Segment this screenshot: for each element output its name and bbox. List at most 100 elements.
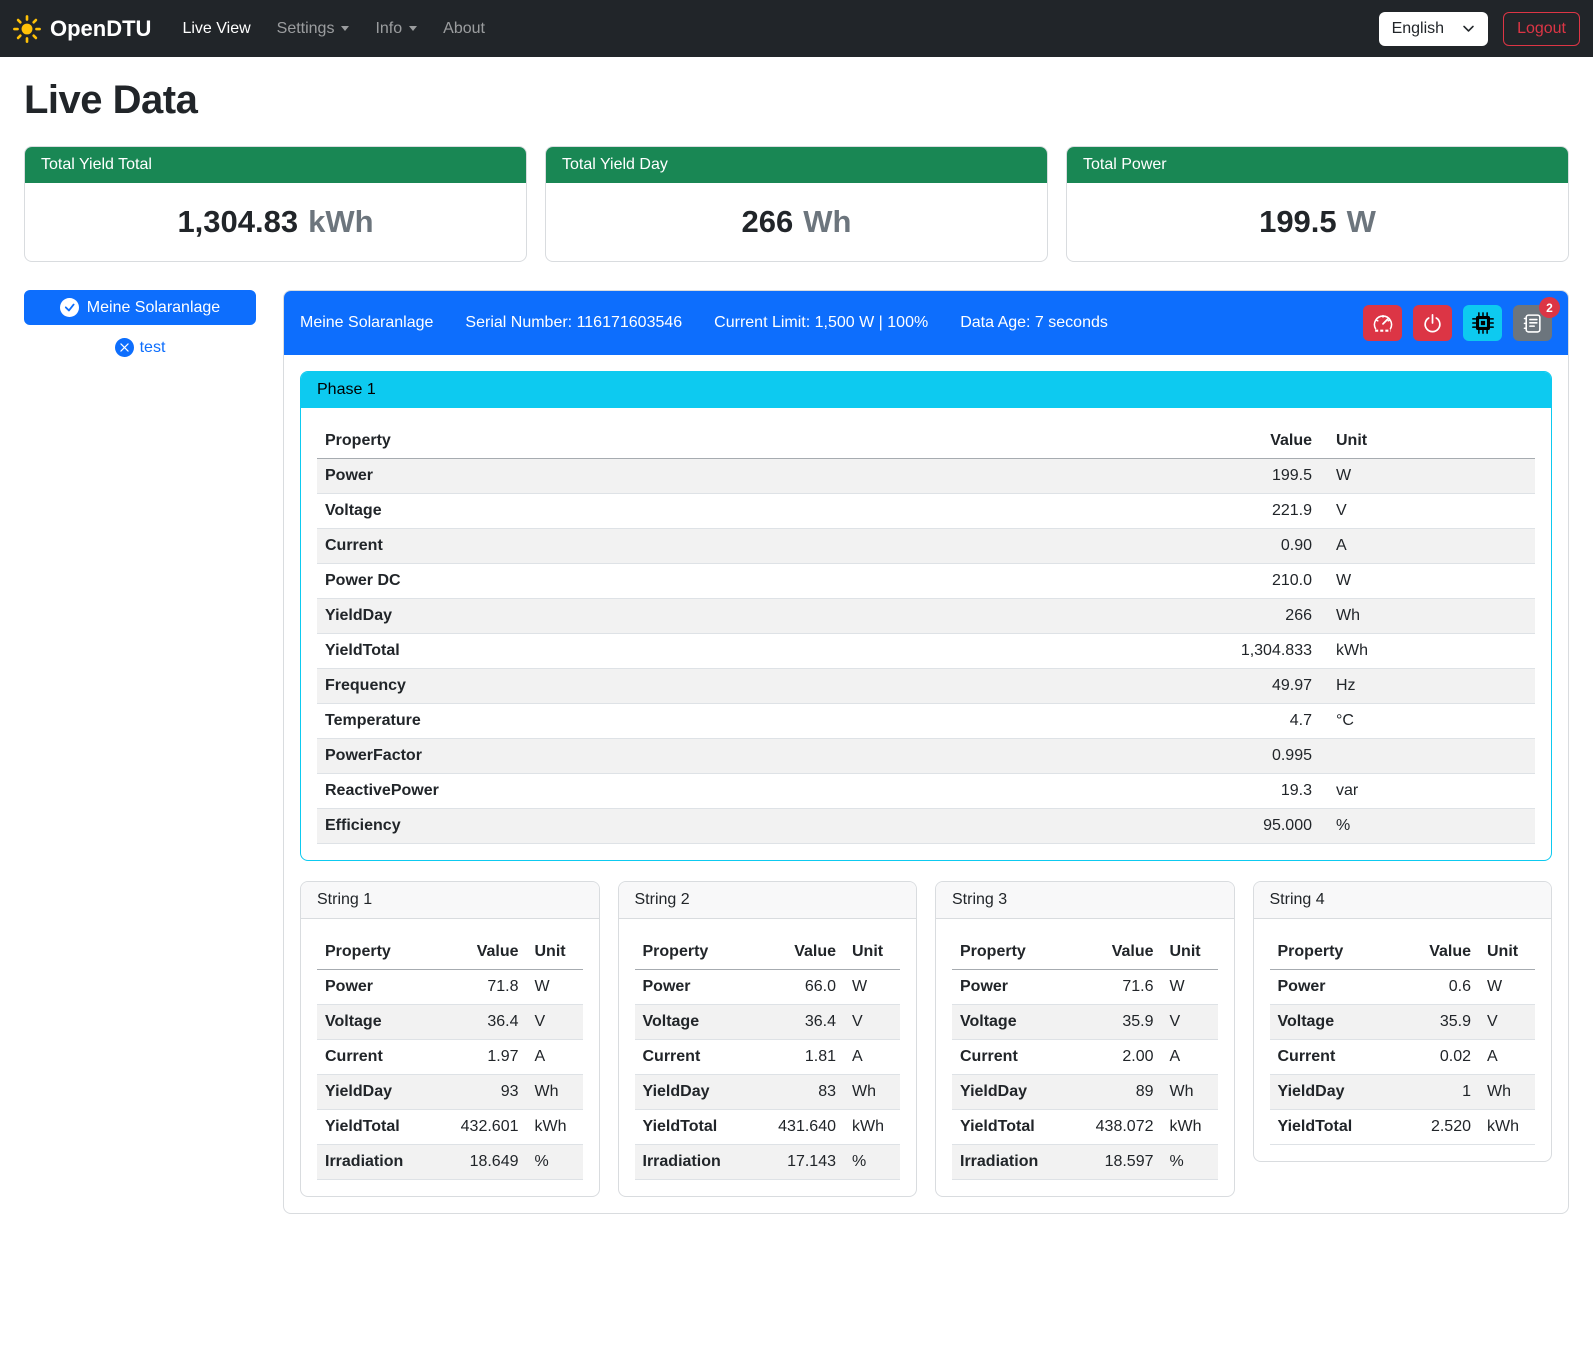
cell-unit xyxy=(1320,738,1535,774)
cell-prop: Voltage xyxy=(1269,1004,1398,1040)
string-body: Property Value Unit Power 71.8 W Voltage 36.… xyxy=(301,919,599,1180)
cell-unit: Hz xyxy=(1320,668,1535,704)
table-row: Efficiency 95.000% xyxy=(317,808,1535,844)
nav-item-about[interactable]: About xyxy=(430,12,498,46)
sidebar-inverter-button[interactable]: Meine Solaranlage xyxy=(24,290,256,325)
string-card: String 4 Property Value Unit Power 0.6 W Vo… xyxy=(1252,881,1552,1162)
sidebar-item-test[interactable]: test xyxy=(24,338,256,357)
cell-unit: W xyxy=(1479,969,1535,1005)
cell-prop: Irradiation xyxy=(952,1144,1070,1180)
table-row: Voltage 36.4 V xyxy=(634,1004,900,1040)
nav-item-live-view[interactable]: Live View xyxy=(169,12,263,46)
cell-unit: Wh xyxy=(526,1074,583,1110)
cell-val: 89 xyxy=(1069,1074,1162,1110)
sidebar: Meine Solaranlage test xyxy=(24,290,256,357)
cell-prop: Voltage xyxy=(317,1004,435,1040)
cell-unit: V xyxy=(1320,493,1535,529)
cell-unit: W xyxy=(1320,563,1535,599)
table-row: Power 71.6 W xyxy=(952,969,1218,1005)
cell-val: 71.8 xyxy=(434,969,527,1005)
cell-unit: A xyxy=(1161,1039,1218,1075)
summary-card-unit: Wh xyxy=(803,204,852,239)
cell-prop: Efficiency xyxy=(317,808,918,844)
inverter-serial: Serial Number: 116171603546 xyxy=(465,314,683,331)
inverter-card-header: Meine Solaranlage Serial Number: 1161716… xyxy=(284,291,1568,355)
cell-prop: YieldDay xyxy=(317,1074,435,1110)
table-row: Power 71.8 W xyxy=(317,969,583,1005)
table-row: Current 2.00 A xyxy=(952,1039,1218,1075)
cell-prop: Current xyxy=(317,528,918,564)
table-row: Current 0.90 A xyxy=(317,528,1535,564)
table-row: Voltage 35.9 V xyxy=(1269,1004,1535,1040)
table-row: YieldDay 266 Wh xyxy=(317,598,1535,634)
cell-val: 199.5 xyxy=(917,458,1320,494)
cell-val: 49.97 xyxy=(917,668,1320,704)
cell-val: 0.90 xyxy=(917,528,1320,564)
string-table: Property Value Unit Power 0.6 W Voltage 35.9… xyxy=(1269,935,1535,1145)
nav-item-label: Info xyxy=(375,19,403,37)
summary-card-body: 266 Wh xyxy=(546,183,1047,261)
cell-prop: Temperature xyxy=(317,703,918,739)
cell-prop: YieldDay xyxy=(634,1074,752,1110)
cell-unit: Wh xyxy=(844,1074,900,1110)
summary-card-body: 199.5 W xyxy=(1067,183,1568,261)
language-select[interactable]: English xyxy=(1378,11,1489,46)
table-header-row: Property Value Unit xyxy=(634,935,900,970)
brand[interactable]: OpenDTU xyxy=(13,14,151,43)
logout-button[interactable]: Logout xyxy=(1503,11,1580,46)
cell-unit: A xyxy=(844,1039,900,1075)
device-info-button[interactable] xyxy=(1463,305,1502,341)
content-row: Meine Solaranlage test Meine Solaranlage… xyxy=(24,290,1569,1214)
summary-cards-row: Total Yield Total 1,304.83 kWh Total Yie… xyxy=(24,146,1569,262)
table-row: Irradiation 18.649% xyxy=(317,1144,583,1180)
cell-unit: kWh xyxy=(526,1109,583,1145)
event-log-button[interactable]: 2 xyxy=(1513,297,1560,341)
cell-val: 93 xyxy=(434,1074,527,1110)
summary-card-value: 266 xyxy=(741,204,794,239)
power-toggle-button[interactable] xyxy=(1413,305,1452,341)
cell-val: 1.97 xyxy=(434,1039,527,1075)
summary-card-unit: kWh xyxy=(308,204,374,239)
cell-val: 18.649 xyxy=(434,1144,527,1180)
nav-item-label: About xyxy=(443,19,485,37)
nav-item-label: Live View xyxy=(182,19,251,37)
cell-unit: W xyxy=(526,969,583,1005)
sidebar-test-label: test xyxy=(139,338,166,356)
cell-unit: Wh xyxy=(1161,1074,1218,1110)
column-header-unit: Unit xyxy=(844,935,900,970)
cell-val: 36.4 xyxy=(434,1004,527,1040)
table-row: Current 0.02 A xyxy=(1269,1039,1535,1075)
nav-item-info[interactable]: Info xyxy=(362,12,430,46)
nav-item-settings[interactable]: Settings xyxy=(264,12,363,46)
cell-prop: PowerFactor xyxy=(317,738,918,774)
table-row: YieldDay 93 Wh xyxy=(317,1074,583,1110)
cell-val: 0.6 xyxy=(1397,969,1479,1005)
limit-settings-button[interactable] xyxy=(1363,305,1402,341)
cell-prop: Power xyxy=(317,969,435,1005)
cell-unit: A xyxy=(526,1039,583,1075)
table-row: YieldTotal 1,304.833 kWh xyxy=(317,633,1535,669)
cell-val: 35.9 xyxy=(1069,1004,1162,1040)
cell-prop: Current xyxy=(317,1039,435,1075)
cell-unit: kWh xyxy=(844,1109,900,1145)
event-count-badge: 2 xyxy=(1539,297,1560,318)
cell-unit: % xyxy=(1320,808,1535,844)
summary-card-title: Total Yield Total xyxy=(25,147,526,183)
cell-unit: kWh xyxy=(1320,633,1535,669)
table-row: YieldTotal 2.520 kWh xyxy=(1269,1109,1535,1145)
string-table-body: Power 66.0 W Voltage 36.4 V Current 1.81 A YieldD… xyxy=(634,969,900,1180)
table-row: Temperature 4.7 °C xyxy=(317,703,1535,739)
cell-val: 0.02 xyxy=(1397,1039,1479,1075)
column-header-unit: Unit xyxy=(526,935,583,970)
cell-prop: ReactivePower xyxy=(317,773,918,809)
cell-val: 1.81 xyxy=(751,1039,844,1075)
cell-prop: YieldTotal xyxy=(317,1109,435,1145)
cell-val: 95.000 xyxy=(917,808,1320,844)
cell-prop: Power DC xyxy=(317,563,918,599)
string-body: Property Value Unit Power 71.6 W Voltage 35.… xyxy=(936,919,1234,1180)
cell-val: 2.00 xyxy=(1069,1039,1162,1075)
cell-prop: Current xyxy=(952,1039,1070,1075)
cell-unit: Wh xyxy=(1320,598,1535,634)
summary-card-title: Total Yield Day xyxy=(546,147,1047,183)
cell-val: 438.072 xyxy=(1069,1109,1162,1145)
